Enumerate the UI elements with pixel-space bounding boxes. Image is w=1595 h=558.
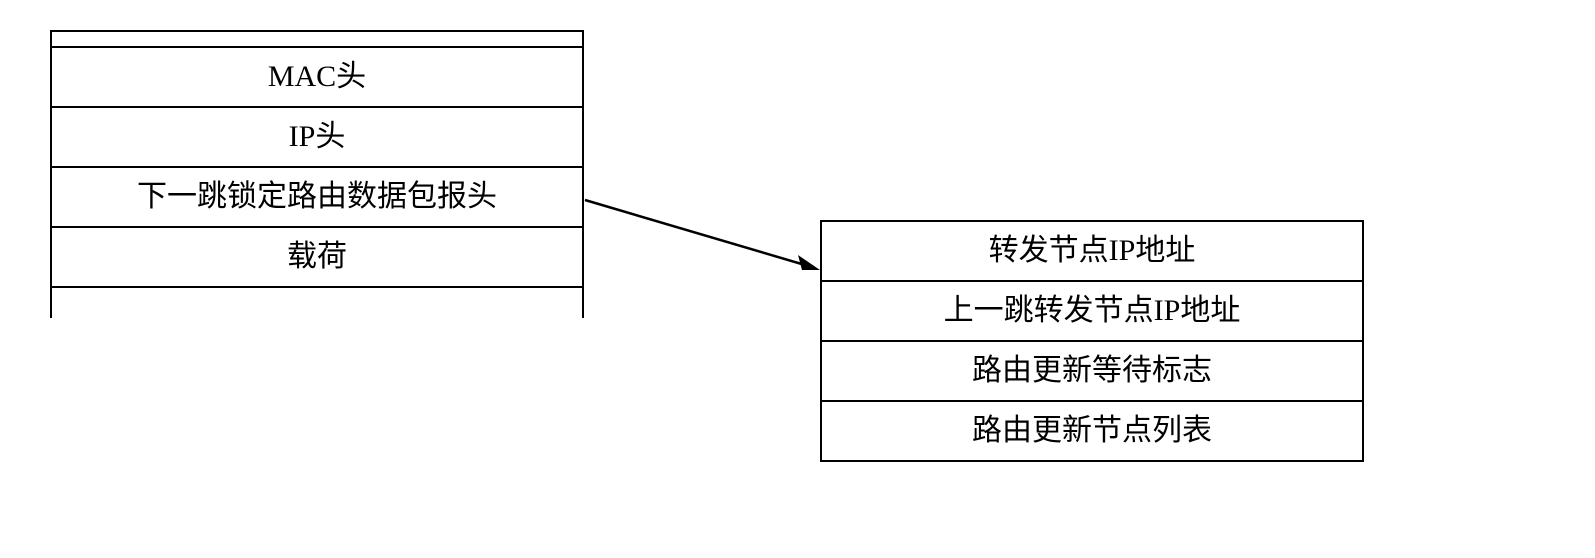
diagram-container: MAC头 IP头 下一跳锁定路由数据包报头 载荷 转发节点IP地址 上一跳转发节…	[20, 20, 1595, 538]
packet-structure-table: MAC头 IP头 下一跳锁定路由数据包报头 载荷	[50, 30, 584, 318]
empty-footer-cell	[52, 286, 582, 318]
route-update-list-cell: 路由更新节点列表	[822, 400, 1362, 462]
next-hop-header-cell: 下一跳锁定路由数据包报头	[52, 166, 582, 228]
expansion-arrow	[580, 190, 830, 285]
mac-header-cell: MAC头	[52, 46, 582, 108]
header-detail-table: 转发节点IP地址 上一跳转发节点IP地址 路由更新等待标志 路由更新节点列表	[820, 220, 1364, 462]
ip-header-cell: IP头	[52, 106, 582, 168]
payload-cell: 载荷	[52, 226, 582, 288]
forward-node-ip-cell: 转发节点IP地址	[822, 220, 1362, 282]
prev-hop-ip-cell: 上一跳转发节点IP地址	[822, 280, 1362, 342]
route-update-flag-cell: 路由更新等待标志	[822, 340, 1362, 402]
